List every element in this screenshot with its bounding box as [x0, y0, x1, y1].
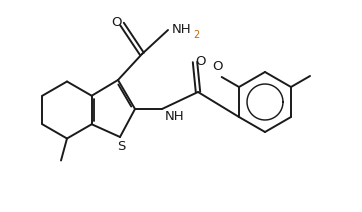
Text: O: O: [212, 60, 223, 73]
Text: S: S: [117, 139, 125, 152]
Text: NH: NH: [165, 110, 185, 124]
Text: 2: 2: [193, 31, 199, 40]
Text: O: O: [196, 54, 206, 67]
Text: NH: NH: [172, 22, 191, 35]
Text: O: O: [111, 15, 121, 28]
